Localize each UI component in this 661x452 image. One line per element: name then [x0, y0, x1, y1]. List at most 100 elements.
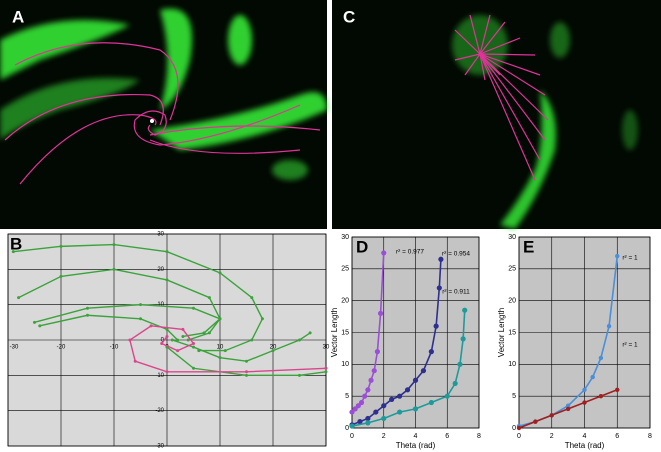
annotation: r² = 1 — [622, 342, 638, 349]
data-point — [33, 320, 36, 324]
panel-label: D — [356, 237, 368, 256]
data-point — [565, 403, 571, 408]
data-point — [165, 278, 169, 282]
data-point — [438, 256, 444, 262]
x-tick-label: 30 — [323, 345, 330, 351]
x-tick-label: 8 — [648, 433, 652, 440]
x-tick-label: 20 — [270, 345, 277, 351]
data-point — [404, 387, 411, 393]
y-tick-label: -10 — [155, 373, 164, 379]
data-point — [428, 399, 434, 406]
image-c — [332, 0, 661, 229]
x-axis-label: Theta (rad) — [565, 441, 605, 450]
series-line — [13, 243, 264, 352]
data-point — [245, 359, 248, 363]
data-point — [457, 361, 463, 367]
data-point — [381, 415, 387, 422]
y-tick-label: 10 — [157, 302, 164, 308]
data-point — [298, 338, 301, 342]
y-tick-label: 5 — [512, 393, 516, 400]
data-point — [462, 307, 468, 313]
data-point — [260, 317, 264, 321]
data-point — [371, 368, 377, 374]
data-point — [374, 349, 380, 355]
data-point — [368, 377, 374, 383]
data-point — [308, 331, 312, 335]
data-point — [397, 409, 403, 415]
data-point — [245, 370, 248, 374]
data-point — [428, 349, 434, 355]
data-point — [250, 296, 254, 300]
data-point — [38, 324, 42, 328]
y-tick-label: 0 — [345, 425, 349, 432]
data-point — [436, 285, 442, 291]
data-point — [176, 338, 180, 342]
data-point — [86, 313, 89, 317]
y-tick-label: 0 — [512, 425, 516, 432]
y-tick-label: 30 — [341, 234, 349, 241]
y-tick-label: 20 — [508, 298, 516, 305]
data-point — [59, 274, 63, 278]
data-point — [207, 331, 211, 335]
data-point — [218, 356, 222, 360]
data-point — [17, 296, 21, 300]
data-point — [549, 413, 554, 418]
annotation: r² = 1 — [622, 255, 638, 262]
data-point — [86, 306, 89, 310]
x-axis-label: Theta (rad) — [396, 441, 436, 450]
data-point — [128, 338, 132, 342]
panel-label: B — [10, 234, 22, 253]
x-tick-label: 0 — [350, 433, 354, 440]
data-point — [397, 393, 403, 399]
x-tick-label: -20 — [57, 345, 66, 351]
data-point — [165, 370, 169, 374]
data-point — [358, 399, 365, 406]
image-a — [0, 0, 327, 229]
data-point — [452, 380, 458, 387]
y-axis-label: Vector Length — [497, 308, 506, 357]
data-point — [165, 334, 169, 338]
data-point — [165, 250, 169, 254]
data-point — [381, 250, 387, 256]
data-point — [149, 324, 153, 328]
y-tick-label: 0 — [161, 338, 165, 344]
y-tick-label: -20 — [155, 408, 164, 414]
y-tick-label: 10 — [508, 361, 516, 368]
data-point — [389, 396, 395, 402]
x-tick-label: 8 — [477, 433, 481, 440]
data-point — [357, 419, 363, 425]
annotation: r² = 0.911 — [442, 289, 470, 296]
data-point — [349, 409, 355, 415]
data-point — [192, 345, 195, 349]
data-point — [590, 374, 595, 380]
x-tick-label: -10 — [110, 345, 119, 351]
data-point — [176, 349, 180, 353]
series-line — [18, 268, 221, 338]
y-tick-label: 25 — [341, 266, 349, 273]
data-point — [582, 400, 587, 405]
data-point — [615, 253, 620, 259]
data-point — [170, 338, 174, 342]
data-point — [324, 370, 328, 374]
x-tick-label: 10 — [217, 345, 224, 351]
y-tick-label: 15 — [508, 329, 516, 336]
data-point — [186, 338, 190, 342]
x-tick-label: -30 — [10, 345, 19, 351]
data-point — [112, 243, 116, 247]
y-tick-label: 15 — [341, 329, 349, 336]
data-point — [598, 355, 604, 361]
data-point — [218, 271, 222, 275]
data-point — [412, 377, 419, 383]
data-point — [377, 310, 384, 316]
data-point — [433, 323, 439, 329]
data-point — [11, 250, 15, 254]
data-point — [420, 368, 427, 374]
data-point — [139, 317, 142, 321]
data-point — [181, 327, 185, 331]
data-point — [133, 359, 137, 363]
data-point — [165, 327, 169, 331]
y-tick-label: 5 — [345, 393, 349, 400]
x-tick-label: 2 — [550, 433, 554, 440]
panel-label: C — [343, 7, 355, 26]
data-point — [250, 338, 254, 342]
